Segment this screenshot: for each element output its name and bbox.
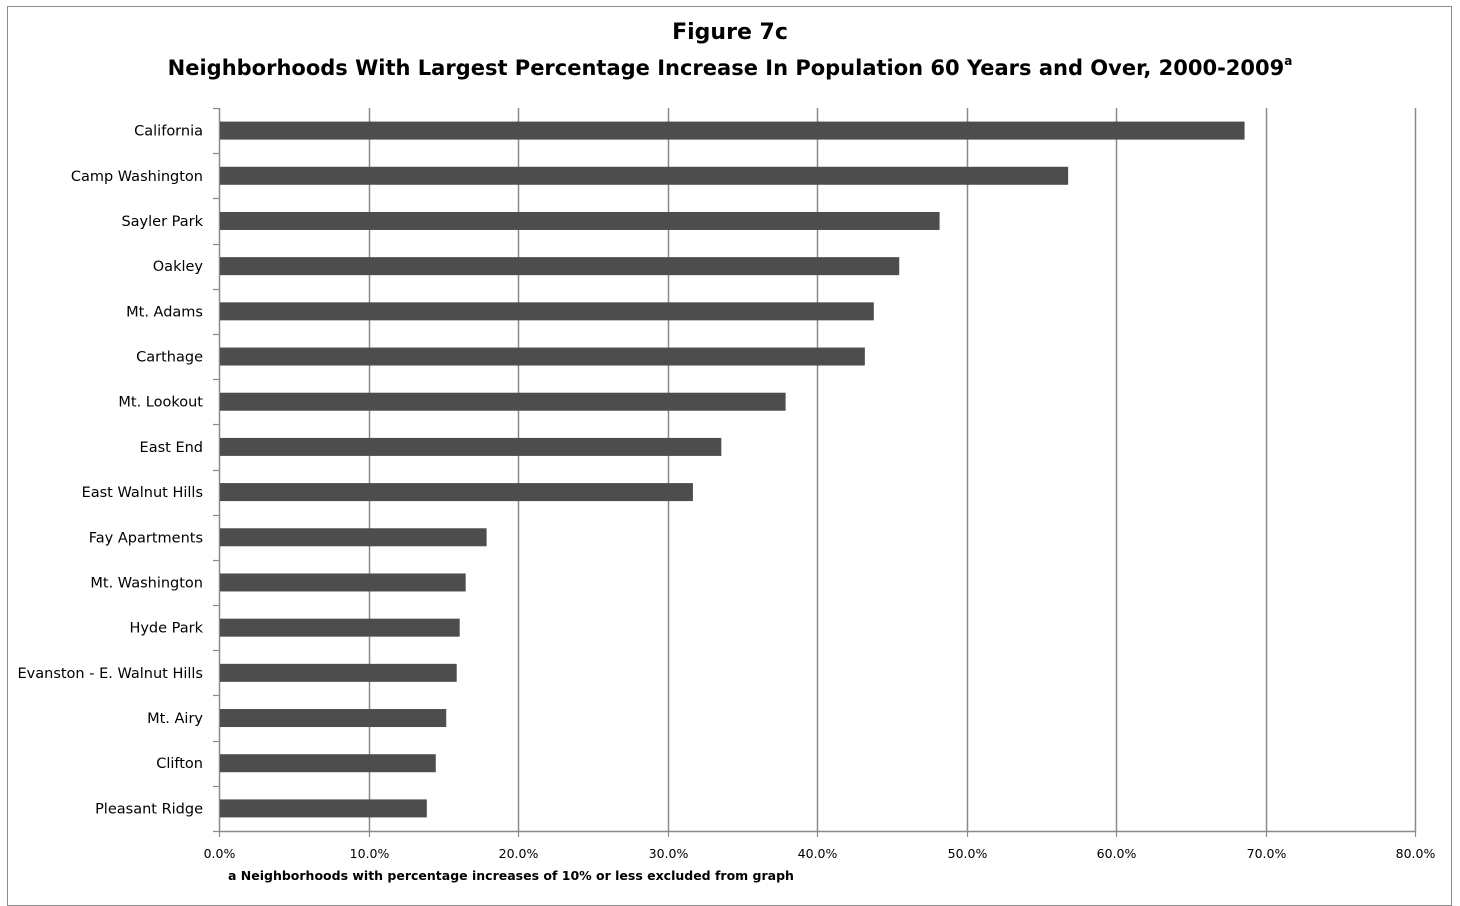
bar — [220, 347, 865, 366]
category-label: Mt. Adams — [126, 304, 203, 320]
category-label: Oakley — [153, 259, 204, 275]
chart-subtitle: Neighborhoods With Largest Percentage In… — [0, 54, 1460, 80]
bar — [220, 528, 487, 547]
bar — [220, 799, 427, 818]
x-tick-label: 10.0% — [350, 846, 390, 861]
chart-subtitle-superscript: a — [1284, 54, 1293, 68]
bar — [220, 121, 1245, 140]
x-tick-label: 60.0% — [1097, 846, 1137, 861]
x-tick-label: 40.0% — [798, 846, 838, 861]
x-tick-label: 30.0% — [649, 846, 689, 861]
chart-title: Figure 7c — [672, 20, 788, 45]
bar — [220, 437, 722, 456]
bar — [220, 709, 447, 728]
category-label: Mt. Washington — [90, 575, 203, 591]
bar — [220, 392, 786, 411]
bar — [220, 618, 460, 637]
category-label: Camp Washington — [71, 169, 203, 185]
category-label: Clifton — [156, 756, 203, 772]
x-tick-label: 80.0% — [1396, 846, 1436, 861]
bar — [220, 754, 436, 773]
x-tick-label: 70.0% — [1247, 846, 1287, 861]
bar — [220, 257, 900, 276]
category-label: Sayler Park — [121, 214, 203, 230]
bar — [220, 663, 457, 682]
x-tick-label: 50.0% — [948, 846, 988, 861]
bar — [220, 211, 940, 230]
chart-subtitle-text: Neighborhoods With Largest Percentage In… — [167, 56, 1285, 80]
x-tick-label: 0.0% — [204, 846, 236, 861]
category-label: Evanston - E. Walnut Hills — [18, 666, 204, 682]
category-label: Hyde Park — [129, 621, 203, 637]
category-label: East Walnut Hills — [82, 485, 203, 501]
category-label: East End — [140, 440, 203, 456]
chart-footnote: a Neighborhoods with percentage increase… — [228, 868, 794, 883]
category-label: Carthage — [136, 350, 203, 366]
category-label: Mt. Lookout — [118, 395, 203, 411]
category-label: Pleasant Ridge — [95, 801, 203, 817]
x-tick-label: 20.0% — [499, 846, 539, 861]
category-label: California — [134, 124, 203, 140]
bar — [220, 573, 466, 592]
category-label: Mt. Airy — [147, 711, 203, 727]
bar — [220, 483, 693, 502]
bar — [220, 302, 874, 321]
category-label: Fay Apartments — [89, 530, 203, 546]
bar — [220, 166, 1069, 185]
